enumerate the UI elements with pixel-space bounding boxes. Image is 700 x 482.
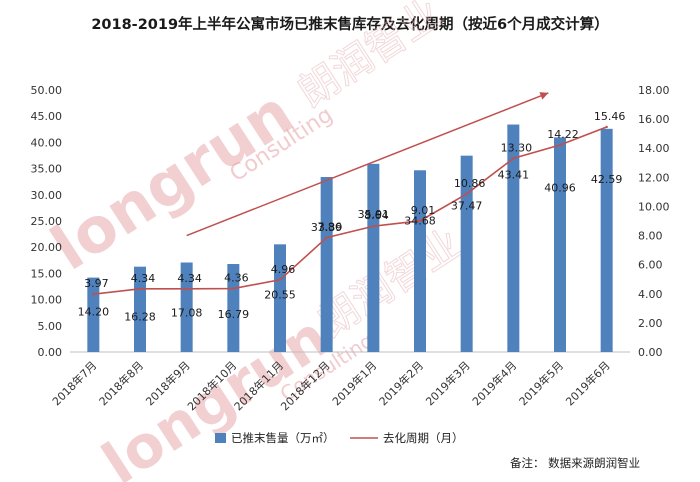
data-labels: 14.20 16.28 17.08 16.79 20.55 33.39 35.91 34.68… bbox=[78, 110, 626, 324]
line-point bbox=[92, 293, 95, 296]
trend-arrow-head bbox=[539, 92, 549, 100]
x-tick-label: 2019年4月 bbox=[469, 358, 519, 408]
line-series bbox=[92, 125, 608, 296]
bar-data-label: 34.68 bbox=[404, 214, 436, 227]
y-right-tick-label: 16.00 bbox=[638, 113, 670, 126]
line-data-label: 4.36 bbox=[224, 272, 249, 285]
line-point bbox=[138, 287, 142, 291]
line-point bbox=[512, 157, 515, 160]
x-tick-label: 2019年3月 bbox=[423, 358, 473, 408]
bar-data-label: 17.08 bbox=[171, 307, 203, 320]
x-tick-label: 2019年5月 bbox=[516, 358, 566, 408]
watermark-cn-top: 朗润智业 bbox=[290, 0, 449, 116]
line-data-label: 15.46 bbox=[594, 110, 626, 123]
y-right-tick-label: 4.00 bbox=[638, 288, 663, 301]
bar-data-label: 16.28 bbox=[124, 311, 156, 324]
bar-series bbox=[87, 124, 613, 352]
line-data-label: 3.97 bbox=[84, 277, 109, 290]
watermark-cn-bottom: 朗润智业 bbox=[310, 221, 469, 347]
y-left-tick-label: 45.00 bbox=[31, 110, 63, 123]
x-tick-label: 2019年6月 bbox=[563, 358, 613, 408]
legend-label-bar: 已推末售量（万㎡） bbox=[231, 431, 335, 445]
line-data-label: 7.86 bbox=[317, 221, 342, 234]
bar bbox=[600, 128, 613, 352]
legend: 已推末售量（万㎡） 去化周期（月） bbox=[215, 431, 464, 445]
line-data-label: 13.30 bbox=[501, 141, 533, 154]
line-data-label: 8.64 bbox=[364, 209, 389, 222]
y-right-tick-label: 0.00 bbox=[638, 346, 663, 359]
line-data-label: 4.96 bbox=[271, 263, 296, 276]
bar bbox=[367, 163, 380, 352]
y-right-tick-label: 18.00 bbox=[638, 84, 670, 97]
bar-data-label: 43.41 bbox=[498, 169, 530, 182]
y-right-tick-label: 10.00 bbox=[638, 200, 670, 213]
line-path bbox=[93, 126, 607, 296]
y-left-tick-label: 40.00 bbox=[31, 136, 63, 149]
bar bbox=[227, 264, 240, 352]
y-left-tick-label: 35.00 bbox=[31, 163, 63, 176]
line-point bbox=[185, 287, 188, 291]
line-point bbox=[372, 225, 375, 228]
y-right-tick-label: 12.00 bbox=[638, 171, 670, 184]
bar-data-label: 33.39 bbox=[311, 221, 343, 234]
bar-data-label: 35.91 bbox=[358, 208, 390, 221]
bar bbox=[87, 277, 100, 352]
x-tick-label: 2019年2月 bbox=[376, 358, 426, 408]
line-point bbox=[325, 236, 328, 239]
watermark-brand-top: longrun bbox=[38, 76, 305, 285]
y-right-tick-label: 14.00 bbox=[638, 142, 670, 155]
y-left-tick-label: 15.00 bbox=[31, 267, 63, 280]
bar bbox=[180, 262, 193, 352]
bar bbox=[134, 266, 146, 352]
source-note: 备注： 数据来源朗润智业 bbox=[510, 456, 640, 470]
bar bbox=[507, 124, 520, 352]
y-left-tick-label: 0.00 bbox=[38, 346, 63, 359]
bar-data-label: 16.79 bbox=[218, 308, 250, 321]
y-left-tick-label: 20.00 bbox=[31, 241, 63, 254]
y-left-tick-label: 25.00 bbox=[31, 215, 63, 228]
line-point bbox=[418, 219, 422, 223]
legend-label-line: 去化周期（月） bbox=[383, 431, 464, 445]
watermark: longrun Consulting 朗润智业 longrun Consulti… bbox=[38, 0, 470, 482]
bar-data-label: 20.55 bbox=[264, 288, 296, 301]
bar-data-label: 37.47 bbox=[451, 200, 483, 213]
bar-data-label: 40.96 bbox=[544, 181, 576, 194]
line-data-label: 9.01 bbox=[411, 204, 436, 217]
bar bbox=[274, 244, 286, 352]
trend-arrow-shaft bbox=[186, 92, 549, 237]
line-data-label: 4.34 bbox=[177, 272, 202, 285]
bar bbox=[414, 170, 426, 352]
x-tick-label: 2018年8月 bbox=[96, 358, 146, 408]
line-data-label: 4.34 bbox=[131, 272, 156, 285]
line-data-label: 10.86 bbox=[454, 177, 486, 190]
trend-arrow bbox=[186, 92, 549, 237]
line-point bbox=[465, 192, 468, 196]
bar bbox=[554, 137, 566, 352]
bar bbox=[460, 155, 473, 352]
y-left-tick-label: 50.00 bbox=[31, 84, 63, 97]
x-tick-label: 2018年7月 bbox=[49, 358, 99, 408]
bar-data-label: 14.20 bbox=[78, 306, 110, 319]
line-data-label: 14.22 bbox=[547, 128, 579, 141]
line-point bbox=[605, 125, 608, 129]
bar-data-label: 42.59 bbox=[591, 173, 623, 186]
line-point bbox=[278, 278, 282, 282]
y-left-tick-label: 10.00 bbox=[31, 294, 63, 307]
y-left-tick-label: 30.00 bbox=[31, 189, 63, 202]
y-right-tick-label: 6.00 bbox=[638, 259, 663, 272]
chart-title: 2018-2019年上半年公寓市场已推末售库存及去化周期（按近6个月成交计算） bbox=[91, 17, 609, 33]
line-point bbox=[232, 287, 235, 290]
bar bbox=[320, 177, 333, 352]
y-right-tick-label: 2.00 bbox=[638, 317, 663, 330]
y-right-tick-label: 8.00 bbox=[638, 230, 663, 243]
legend-swatch-bar bbox=[215, 433, 226, 443]
y-left-tick-label: 5.00 bbox=[38, 320, 63, 333]
line-point bbox=[558, 143, 562, 147]
